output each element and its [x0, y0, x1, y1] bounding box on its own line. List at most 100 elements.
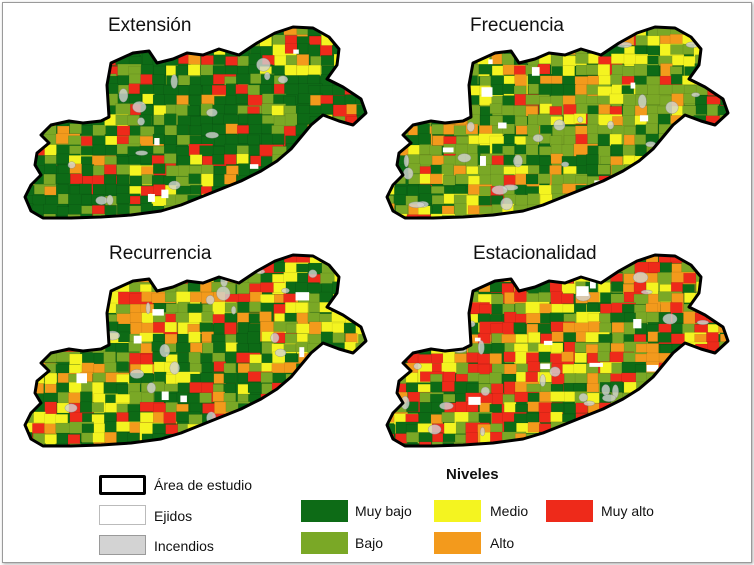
parcel-bajo	[236, 27, 249, 37]
parcel-bajo	[588, 195, 613, 207]
parcel-alto	[308, 411, 334, 432]
parcel-bajo	[636, 381, 661, 403]
parcel-alto	[705, 273, 728, 294]
parcel-medio	[693, 423, 706, 445]
parcel-medio	[344, 282, 357, 303]
parcel-bajo	[658, 203, 671, 214]
parcel-bajo	[730, 124, 752, 144]
parcel-muy-bajo	[44, 281, 69, 302]
parcel-muy-bajo	[393, 333, 418, 354]
parcel-muy-bajo	[223, 185, 236, 207]
parcel-muy-alto	[418, 311, 444, 322]
parcel-alto	[683, 144, 709, 165]
study-area-outline	[385, 25, 730, 220]
parcel-muy-bajo	[189, 27, 214, 35]
parcel-muy-bajo	[44, 163, 57, 174]
fire-patch	[690, 353, 701, 368]
parcel-medio	[331, 322, 345, 334]
parcel-muy-bajo	[332, 134, 346, 156]
parcel-bajo	[730, 25, 742, 35]
ejido-patch	[76, 65, 82, 73]
parcel-muy-bajo	[175, 65, 188, 76]
parcel-alto	[696, 27, 721, 46]
parcel-muy-bajo	[224, 214, 249, 218]
fire-patch	[75, 105, 91, 112]
parcel-bajo	[611, 195, 636, 206]
parcel-muy-bajo	[308, 442, 322, 446]
parcel-muy-alto	[140, 74, 153, 85]
parcel-medio	[387, 83, 409, 104]
parcel-muy-alto	[70, 173, 83, 185]
parcel-bajo	[648, 382, 673, 403]
parcel-muy-bajo	[319, 163, 332, 184]
parcel-muy-bajo	[57, 274, 83, 295]
parcel-muy-alto	[142, 442, 167, 446]
parcel-muy-alto	[344, 163, 357, 175]
parcel-muy-bajo	[103, 261, 116, 273]
fire-patch	[658, 382, 671, 395]
fire-patch	[83, 69, 91, 84]
parcel-alto	[513, 262, 539, 283]
parcel-muy-bajo	[80, 56, 93, 77]
parcel-alto	[356, 273, 366, 285]
parcel-muy-bajo	[296, 431, 310, 443]
parcel-alto	[693, 392, 719, 414]
parcel-alto	[431, 303, 445, 315]
parcel-muy-alto	[443, 284, 456, 305]
fire-patch	[213, 192, 228, 207]
parcel-muy-bajo	[128, 215, 154, 218]
fire-patch	[132, 101, 147, 113]
parcel-muy-alto	[635, 413, 649, 425]
parcel-muy-bajo	[297, 382, 310, 393]
parcel-bajo	[575, 203, 601, 215]
parcel-muy-bajo	[273, 432, 299, 443]
parcel-bajo	[67, 73, 93, 85]
parcel-bajo	[610, 74, 623, 85]
parcel-bajo	[308, 301, 321, 313]
parcel-bajo	[540, 261, 553, 282]
parcel-alto	[539, 391, 552, 403]
parcel-muy-bajo	[610, 144, 624, 155]
ejido-patch	[316, 140, 323, 145]
parcel-muy-bajo	[525, 27, 550, 37]
parcel-muy-bajo	[44, 43, 57, 65]
parcel-muy-bajo	[658, 401, 683, 413]
map-extension	[23, 25, 368, 220]
parcel-bajo	[25, 35, 44, 46]
parcel-muy-alto	[249, 443, 263, 446]
ejido-patch	[286, 168, 294, 176]
parcel-muy-bajo	[408, 331, 421, 352]
parcel-muy-bajo	[357, 27, 366, 45]
parcel-medio	[358, 281, 366, 293]
ejido-patch	[630, 82, 636, 89]
ejido-patch	[154, 138, 160, 146]
parcel-medio	[695, 125, 709, 147]
parcel-medio	[681, 383, 695, 394]
fire-patch	[145, 302, 151, 315]
fire-patch	[441, 265, 456, 276]
parcel-bajo	[368, 165, 380, 175]
parcel-alto	[684, 434, 697, 446]
parcel-muy-bajo	[395, 292, 409, 314]
parcel-medio	[682, 214, 695, 218]
parcel-bajo	[671, 143, 685, 165]
ejido-patch	[161, 391, 169, 401]
parcel-bajo	[442, 175, 456, 186]
parcel-alto	[129, 312, 143, 323]
parcel-muy-alto	[345, 382, 366, 403]
parcel-bajo	[128, 73, 142, 85]
fire-patch	[549, 366, 561, 377]
fire-patch	[561, 161, 570, 168]
parcel-muy-bajo	[356, 104, 366, 125]
parcel-muy-alto	[648, 261, 661, 273]
parcel-medio	[585, 414, 610, 435]
parcel-muy-bajo	[513, 33, 538, 44]
parcel-muy-bajo	[273, 193, 299, 204]
parcel-bajo	[693, 193, 707, 214]
parcel-alto	[731, 333, 743, 353]
parcel-muy-bajo	[187, 105, 200, 116]
parcel-alto	[237, 441, 250, 446]
parcel-medio	[25, 65, 33, 76]
parcel-muy-bajo	[43, 322, 57, 334]
ejido-patch	[94, 274, 104, 280]
